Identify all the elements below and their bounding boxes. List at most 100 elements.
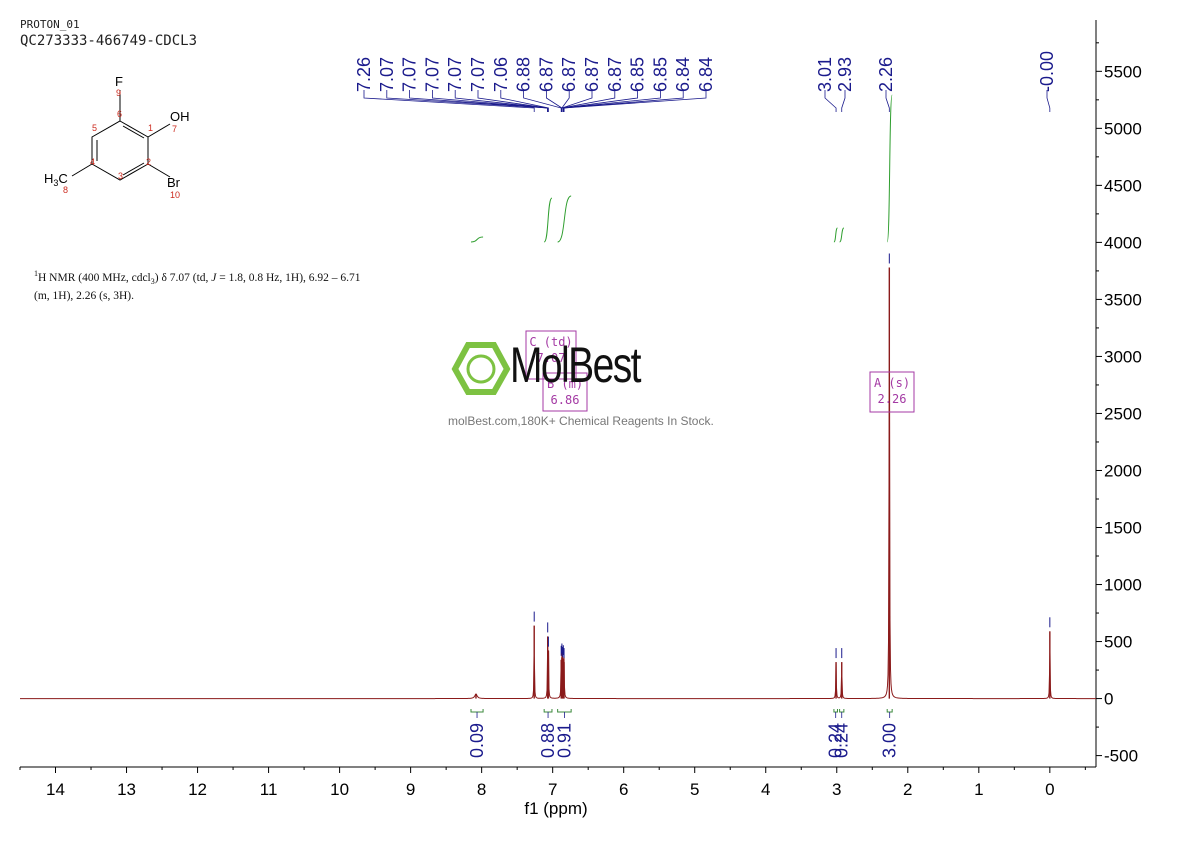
- integral-bracket: [886, 709, 893, 713]
- peak-label-connector: [477, 90, 549, 112]
- peak-label-connector: [841, 90, 846, 112]
- multiplet-box: [525, 330, 577, 380]
- multiplet-label: C (td): [529, 335, 572, 349]
- x-tick-label: 8: [477, 780, 486, 799]
- y-tick-label: 4000: [1104, 233, 1142, 252]
- x-tick-label: 13: [117, 780, 136, 799]
- header-line-2: QC273333-466749-CDCL3: [20, 33, 198, 49]
- integral-curve: [839, 227, 845, 243]
- integral-value: 3.00: [880, 723, 900, 758]
- x-tick-label: 4: [761, 780, 770, 799]
- x-tick-label: 5: [690, 780, 699, 799]
- spectrum-series: [20, 253, 1096, 700]
- integral-bracket: [839, 709, 845, 713]
- x-tick-label: 0: [1045, 780, 1054, 799]
- x-tick-label: 7: [548, 780, 557, 799]
- integral-value: 0.91: [554, 723, 574, 758]
- atom-h3c: H3C: [44, 171, 68, 188]
- integral-curve: [833, 227, 838, 243]
- x-tick-label: 10: [330, 780, 349, 799]
- header-line-1: PROTON_01: [20, 18, 80, 31]
- atom-number: 5: [92, 123, 97, 133]
- peak-label-connector: [885, 90, 890, 112]
- peak-label: 7.07: [445, 57, 465, 92]
- peak-label: 7.06: [491, 57, 511, 92]
- peak-label-group: 7.26 7.07 7.07 7.07 7.07 7.07 7.06 6.88 6.87 6.87…: [354, 51, 1057, 112]
- spectrum-line: [20, 368, 1096, 700]
- atom-number: 2: [146, 157, 151, 167]
- y-tick-label: 3000: [1104, 347, 1142, 366]
- y-tick-label: 2000: [1104, 461, 1142, 480]
- peak-label-connector: [563, 90, 707, 112]
- integral-value: 0.24: [832, 723, 852, 758]
- multiplet-shift: 2.26: [878, 392, 907, 406]
- watermark-name: MolBest: [510, 337, 642, 393]
- peak-label: 2.26: [876, 57, 896, 92]
- integral-curve: [470, 236, 484, 243]
- multiplet-label: A (s): [874, 376, 910, 390]
- multiplet-box: [869, 371, 915, 413]
- peak-label-connector: [363, 90, 535, 112]
- atom-br: Br: [167, 175, 181, 190]
- y-tick-label: 5500: [1104, 62, 1142, 81]
- y-tick-label: 1500: [1104, 519, 1142, 538]
- atom-number: 3: [118, 171, 123, 181]
- peak-label: 6.84: [673, 57, 693, 92]
- peak-label: -0.00: [1037, 51, 1057, 92]
- chart-axes: [19, 20, 1102, 773]
- atom-oh: OH: [170, 109, 190, 124]
- spectrum-header: PROTON_01 QC273333-466749-CDCL3: [20, 18, 197, 49]
- watermark-tagline: molBest.com,180K+ Chemical Reagents In S…: [448, 414, 714, 428]
- molbest-logo-icon: [451, 342, 511, 395]
- integral-value: 0.24: [826, 723, 846, 758]
- peak-label: 3.01: [815, 57, 835, 92]
- atom-number: 7: [172, 124, 177, 134]
- peak-label-connector: [500, 90, 549, 112]
- peak-label: 6.87: [582, 57, 602, 92]
- integral-bracket: [557, 709, 572, 713]
- peak-label: 6.87: [605, 57, 625, 92]
- tick-labels: 14 13 12 11 10 9 8 7 6 5 4 3 2 1 0-5000500100015002000…: [46, 62, 1142, 799]
- integral-bracket: [543, 709, 553, 713]
- peak-label: 7.07: [400, 57, 420, 92]
- x-tick-label: 9: [406, 780, 415, 799]
- atom-number: 1: [148, 123, 153, 133]
- multiplet-box: [542, 372, 588, 412]
- peak-label: 6.85: [628, 57, 648, 92]
- peak-label-connector: [561, 90, 593, 112]
- peak-label: 7.07: [377, 57, 397, 92]
- peak-label-connector: [824, 90, 837, 112]
- multiplet-boxes: C (td) 7.07 B (m) 6.86 A (s) 2.26: [525, 330, 915, 413]
- x-tick-label: 11: [260, 780, 278, 799]
- integral-value: 0.09: [467, 723, 487, 758]
- peak-label: 6.87: [536, 57, 556, 92]
- atom-number: 6: [117, 109, 122, 119]
- y-tick-label: 500: [1104, 633, 1132, 652]
- multiplet-shift: 6.86: [551, 393, 580, 407]
- atom-number: 4: [90, 157, 95, 167]
- peak-label: 6.88: [514, 57, 534, 92]
- y-tick-label: 2500: [1104, 404, 1142, 423]
- x-tick-label: 3: [832, 780, 841, 799]
- peak-label: 7.07: [422, 57, 442, 92]
- y-tick-label: 3500: [1104, 290, 1142, 309]
- peak-label-connector: [561, 90, 616, 112]
- atom-number: 9: [116, 88, 121, 98]
- integral-curve: [886, 94, 893, 243]
- peak-label-connector: [523, 90, 562, 112]
- y-tick-label: 1000: [1104, 576, 1142, 595]
- multiplet-label: B (m): [547, 377, 583, 391]
- x-tick-label: 6: [619, 780, 628, 799]
- peak-label: 6.85: [650, 57, 670, 92]
- integral-bracket: [470, 709, 484, 713]
- y-tick-label: -500: [1104, 747, 1138, 766]
- description-line-1: 1H NMR (400 MHz, cdcl3) δ 7.07 (td, J = …: [34, 269, 361, 287]
- peak-label: 2.93: [835, 57, 855, 92]
- integral-curves: 0.09 0.880.91 0.240.24 3.00: [467, 94, 900, 758]
- peak-label: 7.26: [354, 57, 374, 92]
- peak-label: 6.87: [559, 57, 579, 92]
- multiplet-shift: 7.07: [537, 351, 566, 365]
- integral-curve: [543, 197, 553, 243]
- y-tick-label: 0: [1104, 690, 1113, 709]
- peak-label: 6.84: [696, 57, 716, 92]
